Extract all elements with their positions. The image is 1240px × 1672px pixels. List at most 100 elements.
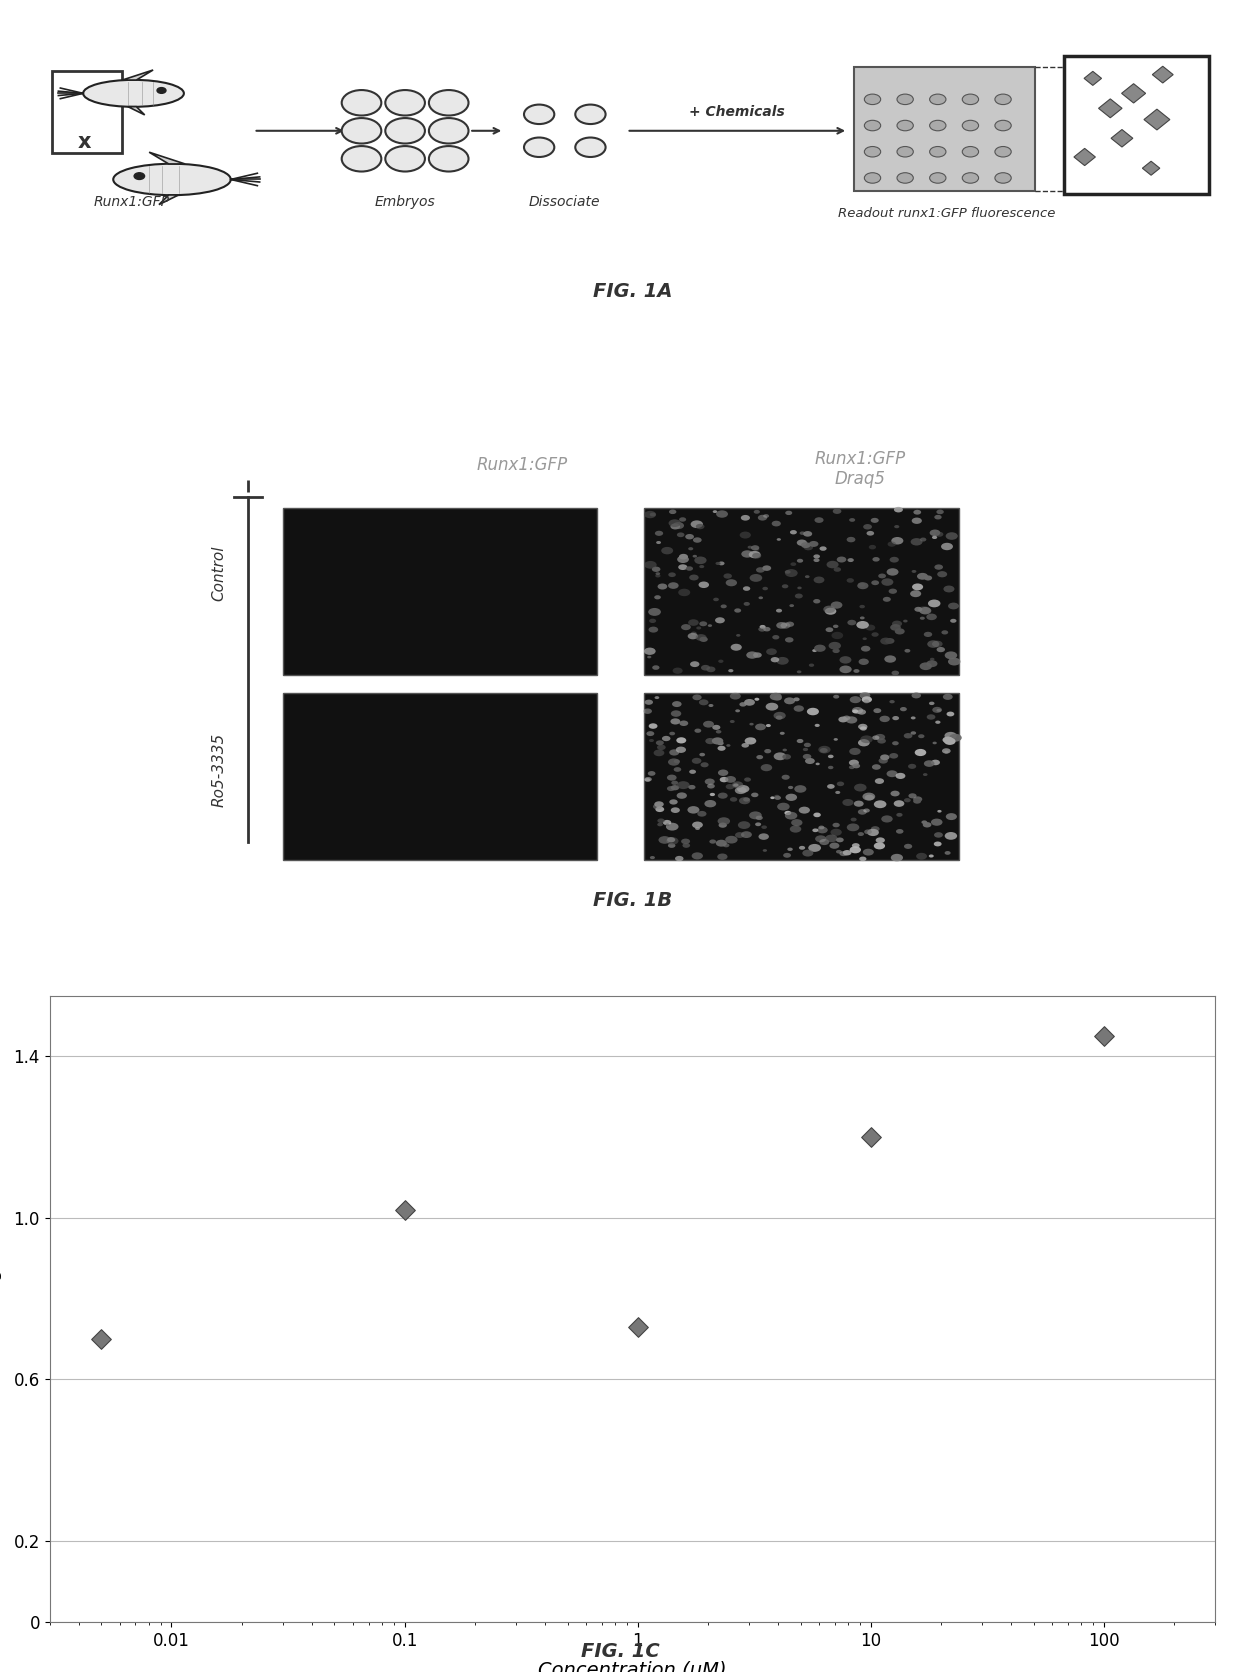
Circle shape — [852, 709, 858, 714]
Circle shape — [790, 826, 801, 833]
Circle shape — [866, 625, 875, 630]
Circle shape — [749, 550, 760, 558]
Circle shape — [342, 119, 382, 144]
Circle shape — [897, 172, 914, 184]
Circle shape — [759, 627, 766, 632]
Circle shape — [649, 619, 656, 624]
Circle shape — [670, 749, 680, 756]
Circle shape — [859, 605, 866, 609]
Circle shape — [647, 771, 656, 776]
Circle shape — [649, 627, 658, 632]
Circle shape — [657, 823, 663, 826]
Circle shape — [858, 582, 866, 587]
Circle shape — [858, 724, 868, 729]
Polygon shape — [149, 152, 185, 164]
Circle shape — [859, 726, 867, 731]
Circle shape — [828, 642, 841, 650]
Circle shape — [342, 145, 382, 172]
Circle shape — [836, 791, 841, 794]
Circle shape — [815, 724, 820, 727]
Circle shape — [892, 620, 901, 627]
Circle shape — [766, 649, 776, 655]
Circle shape — [744, 602, 750, 605]
Circle shape — [900, 707, 906, 711]
Circle shape — [930, 530, 940, 537]
Circle shape — [895, 772, 905, 779]
Text: Control: Control — [211, 545, 226, 602]
Circle shape — [799, 846, 805, 849]
Circle shape — [677, 793, 687, 799]
Circle shape — [892, 741, 899, 746]
Circle shape — [754, 548, 759, 552]
Circle shape — [157, 87, 166, 94]
Circle shape — [930, 172, 946, 184]
Circle shape — [947, 657, 961, 665]
Circle shape — [730, 798, 738, 801]
Circle shape — [812, 649, 817, 652]
Circle shape — [782, 749, 787, 751]
Circle shape — [897, 94, 914, 105]
Circle shape — [879, 757, 888, 764]
Circle shape — [644, 647, 656, 655]
Circle shape — [770, 692, 782, 701]
Circle shape — [715, 731, 722, 734]
Circle shape — [802, 754, 811, 759]
Circle shape — [849, 846, 861, 853]
Circle shape — [737, 634, 740, 637]
Circle shape — [873, 709, 882, 712]
Circle shape — [936, 510, 944, 515]
Circle shape — [872, 632, 879, 637]
Circle shape — [696, 634, 707, 640]
Circle shape — [742, 831, 751, 838]
Circle shape — [870, 518, 879, 523]
Circle shape — [911, 518, 921, 523]
Circle shape — [342, 90, 382, 115]
Circle shape — [686, 533, 694, 540]
Circle shape — [924, 761, 935, 767]
Circle shape — [686, 567, 693, 570]
Circle shape — [725, 776, 737, 782]
Circle shape — [889, 557, 899, 562]
Circle shape — [882, 579, 893, 585]
Circle shape — [707, 784, 714, 789]
Circle shape — [671, 786, 680, 791]
Circle shape — [699, 637, 708, 642]
Circle shape — [699, 565, 704, 568]
Circle shape — [662, 736, 671, 741]
Circle shape — [678, 589, 691, 597]
Circle shape — [719, 777, 728, 782]
Circle shape — [890, 854, 903, 861]
Circle shape — [657, 744, 666, 751]
Circle shape — [740, 515, 750, 520]
Polygon shape — [1145, 109, 1169, 130]
Circle shape — [653, 749, 665, 756]
Circle shape — [763, 587, 768, 590]
Text: Dissociate: Dissociate — [529, 196, 600, 209]
Circle shape — [873, 557, 879, 562]
Circle shape — [872, 736, 879, 741]
Circle shape — [930, 147, 946, 157]
Circle shape — [913, 799, 921, 804]
FancyBboxPatch shape — [644, 508, 959, 675]
Circle shape — [823, 605, 836, 614]
Circle shape — [703, 721, 714, 727]
Circle shape — [801, 542, 811, 548]
Circle shape — [670, 510, 676, 513]
Circle shape — [887, 568, 899, 575]
Circle shape — [647, 655, 651, 659]
Circle shape — [928, 640, 940, 647]
Circle shape — [751, 545, 759, 550]
Circle shape — [813, 555, 820, 558]
Circle shape — [786, 622, 794, 627]
Circle shape — [675, 856, 683, 861]
Circle shape — [833, 696, 839, 699]
Circle shape — [698, 582, 709, 589]
Circle shape — [857, 620, 869, 629]
Circle shape — [770, 796, 775, 799]
Circle shape — [696, 523, 704, 530]
Circle shape — [897, 120, 914, 130]
Circle shape — [918, 734, 925, 739]
Circle shape — [525, 105, 554, 124]
Circle shape — [715, 617, 725, 624]
Circle shape — [804, 545, 813, 550]
